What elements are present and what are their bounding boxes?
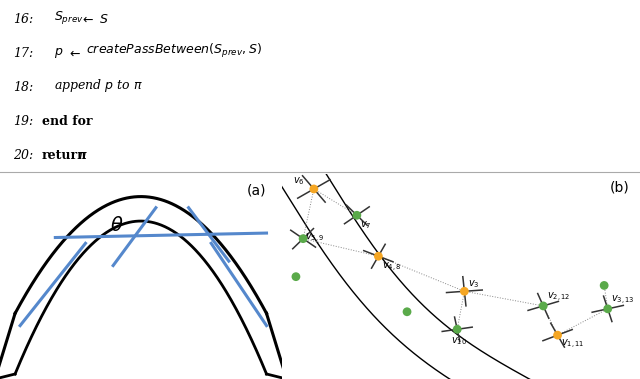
- Text: 16:: 16:: [13, 13, 33, 26]
- Text: 20:: 20:: [13, 149, 33, 162]
- Point: [452, 326, 462, 332]
- Text: $v_{4,8}$: $v_{4,8}$: [382, 261, 401, 274]
- Point: [352, 212, 362, 218]
- Text: append $p$ to $\pi$: append $p$ to $\pi$: [54, 77, 143, 94]
- Text: return: return: [42, 149, 87, 162]
- Text: (a): (a): [247, 183, 266, 197]
- Text: $S_{prev}$: $S_{prev}$: [54, 9, 84, 26]
- Point: [552, 332, 563, 338]
- Text: $\leftarrow$: $\leftarrow$: [80, 13, 94, 26]
- Point: [402, 309, 412, 315]
- Text: 19:: 19:: [13, 115, 33, 128]
- Text: $v_{5,9}$: $v_{5,9}$: [305, 232, 324, 245]
- Point: [603, 306, 613, 312]
- Point: [538, 303, 548, 309]
- Text: $p$: $p$: [54, 46, 64, 60]
- Text: $v_3$: $v_3$: [468, 278, 479, 290]
- Text: 18:: 18:: [13, 81, 33, 94]
- Text: 17:: 17:: [13, 47, 33, 60]
- Text: $v_{10}$: $v_{10}$: [451, 335, 467, 347]
- Text: end for: end for: [42, 115, 92, 128]
- Point: [298, 236, 308, 242]
- Text: $v_{1,11}$: $v_{1,11}$: [561, 338, 585, 351]
- Text: $\pi$: $\pi$: [78, 149, 88, 162]
- Text: $createPassBetween(S_{prev},S)$: $createPassBetween(S_{prev},S)$: [86, 42, 262, 60]
- Text: $\theta$: $\theta$: [110, 216, 124, 235]
- Text: $v_6$: $v_6$: [293, 176, 305, 188]
- Text: $v_7$: $v_7$: [360, 220, 372, 232]
- Text: (b): (b): [609, 180, 629, 194]
- Point: [291, 274, 301, 280]
- Point: [599, 282, 609, 288]
- Text: $\leftarrow$: $\leftarrow$: [67, 47, 81, 60]
- Point: [308, 186, 319, 192]
- Text: $v_{3,13}$: $v_{3,13}$: [611, 294, 635, 307]
- Point: [373, 253, 383, 259]
- Point: [460, 288, 470, 294]
- Text: $v_{2,12}$: $v_{2,12}$: [547, 291, 570, 304]
- Text: $S$: $S$: [99, 13, 109, 26]
- Polygon shape: [261, 136, 640, 379]
